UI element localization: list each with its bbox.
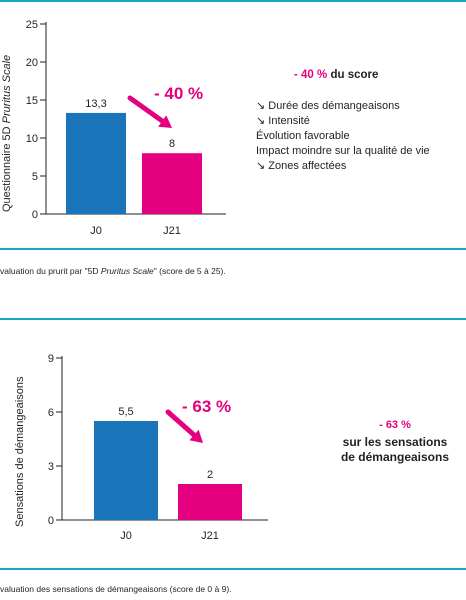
chart2-bar-j0 [94, 421, 158, 520]
chart1-y-tick-label: 0 [32, 209, 38, 221]
chart1-caption: valuation du prurit par "5D Pruritus Sca… [0, 266, 226, 276]
chart1-bar-j0 [66, 112, 126, 214]
panel2-top-rule [0, 318, 466, 320]
chart1-y-tick-label: 20 [26, 57, 38, 69]
chart1-y-tick-label: 15 [26, 95, 38, 107]
chart2-y-tick-label: 9 [48, 353, 54, 365]
chart1-value-label: 8 [169, 138, 175, 150]
chart2-side-summary: - 63 % sur les sensations de démangeaiso… [328, 418, 462, 465]
chart2-arrow-head [189, 429, 203, 443]
chart2-annotation: - 63 % [182, 397, 231, 416]
chart2-y-tick-label: 6 [48, 407, 54, 419]
chart2-bar-j21 [178, 484, 242, 520]
chart1-x-tick-label: J0 [90, 225, 102, 237]
chart1-side-item: ↘ Intensité [256, 115, 310, 127]
chart1-side-title-text: du score [327, 69, 379, 81]
chart1-side-title-pct: - 40 % [294, 69, 328, 81]
chart2-y-tick-label: 0 [48, 515, 54, 527]
chart1-side-item: ↘ Durée des démangeaisons [256, 100, 400, 112]
chart1-side-summary: - 40 % du score ↘ Durée des démangeaison… [256, 68, 430, 174]
chart2-arrow-shaft [165, 409, 197, 438]
chart2-side-line: sur les sensations [342, 435, 448, 449]
chart1-y-tick-label: 10 [26, 133, 38, 145]
chart2-y-tick-label: 3 [48, 461, 54, 473]
chart1-arrow-shaft [127, 95, 165, 124]
chart1-bar-j21 [142, 153, 202, 214]
chart1-side-item: ↘ Zones affectées [256, 160, 347, 172]
chart2-side-line: de démangeaisons [340, 450, 450, 464]
chart1-plot: 0 5 10 15 20 25 13,3 J0 8 J21 - 40 % [26, 19, 226, 237]
chart1-value-label: 13,3 [85, 98, 106, 110]
chart1-x-tick-label: J21 [163, 225, 181, 237]
chart1-arrow-head [158, 115, 172, 128]
chart1-annotation: - 40 % [154, 84, 203, 103]
chart1-side-item: Impact moindre sur la qualité de vie [256, 145, 430, 157]
chart2-value-label: 2 [207, 469, 213, 481]
panel2-bottom-rule [0, 568, 466, 570]
chart2-plot: 0 3 6 9 5,5 J0 2 J21 - 63 % [48, 353, 268, 542]
top-rule [0, 0, 466, 2]
chart2-x-tick-label: J21 [201, 530, 219, 542]
chart1-side-item: Évolution favorable [256, 130, 350, 142]
chart1-y-tick-label: 25 [26, 19, 38, 31]
chart2-x-tick-label: J0 [120, 530, 132, 542]
chart2-caption: valuation des sensations de démangeaison… [0, 584, 232, 594]
chart1-side-title: - 40 % du score [294, 68, 430, 83]
chart2-side-pct: - 63 % [379, 419, 411, 431]
chart2-value-label: 5,5 [118, 406, 133, 418]
panel1-bottom-rule [0, 248, 466, 250]
chart1-y-tick-label: 5 [32, 171, 38, 183]
